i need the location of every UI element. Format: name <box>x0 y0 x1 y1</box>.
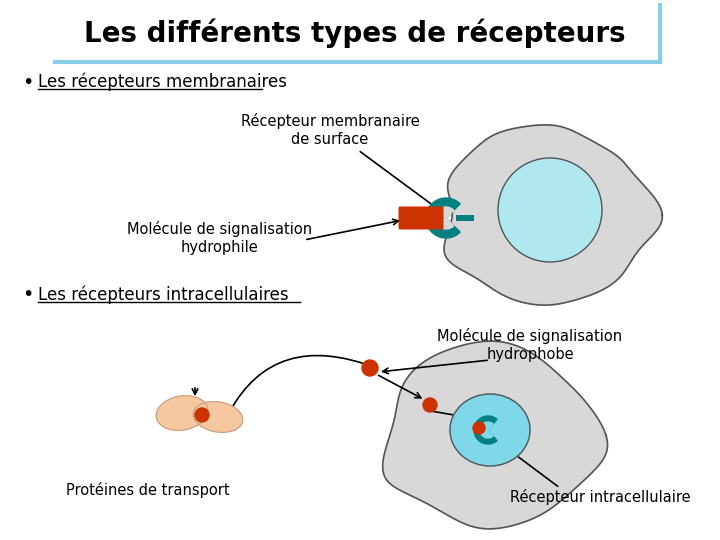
Ellipse shape <box>156 396 208 430</box>
FancyBboxPatch shape <box>398 206 444 230</box>
Text: Les différents types de récepteurs: Les différents types de récepteurs <box>84 18 626 48</box>
Polygon shape <box>383 341 608 529</box>
Wedge shape <box>474 416 497 444</box>
Wedge shape <box>480 422 493 438</box>
Circle shape <box>423 398 437 412</box>
Text: Récepteur intracellulaire: Récepteur intracellulaire <box>510 489 690 505</box>
Ellipse shape <box>450 394 530 466</box>
Wedge shape <box>435 207 454 229</box>
Ellipse shape <box>193 402 243 433</box>
Circle shape <box>498 158 602 262</box>
Circle shape <box>195 408 209 422</box>
Wedge shape <box>426 198 460 238</box>
Text: Molécule de signalisation
hydrophobe: Molécule de signalisation hydrophobe <box>438 328 623 362</box>
Text: •: • <box>22 72 33 91</box>
Text: •: • <box>22 286 33 305</box>
Text: Protéines de transport: Protéines de transport <box>66 482 230 498</box>
Circle shape <box>362 360 378 376</box>
Circle shape <box>473 422 485 434</box>
Text: Molécule de signalisation
hydrophile: Molécule de signalisation hydrophile <box>127 221 312 255</box>
Polygon shape <box>444 125 662 305</box>
Text: Les récepteurs intracellulaires: Les récepteurs intracellulaires <box>38 286 289 304</box>
Text: Récepteur membranaire
de surface: Récepteur membranaire de surface <box>240 113 419 147</box>
FancyBboxPatch shape <box>456 215 474 221</box>
Text: Les récepteurs membranaires: Les récepteurs membranaires <box>38 73 287 91</box>
